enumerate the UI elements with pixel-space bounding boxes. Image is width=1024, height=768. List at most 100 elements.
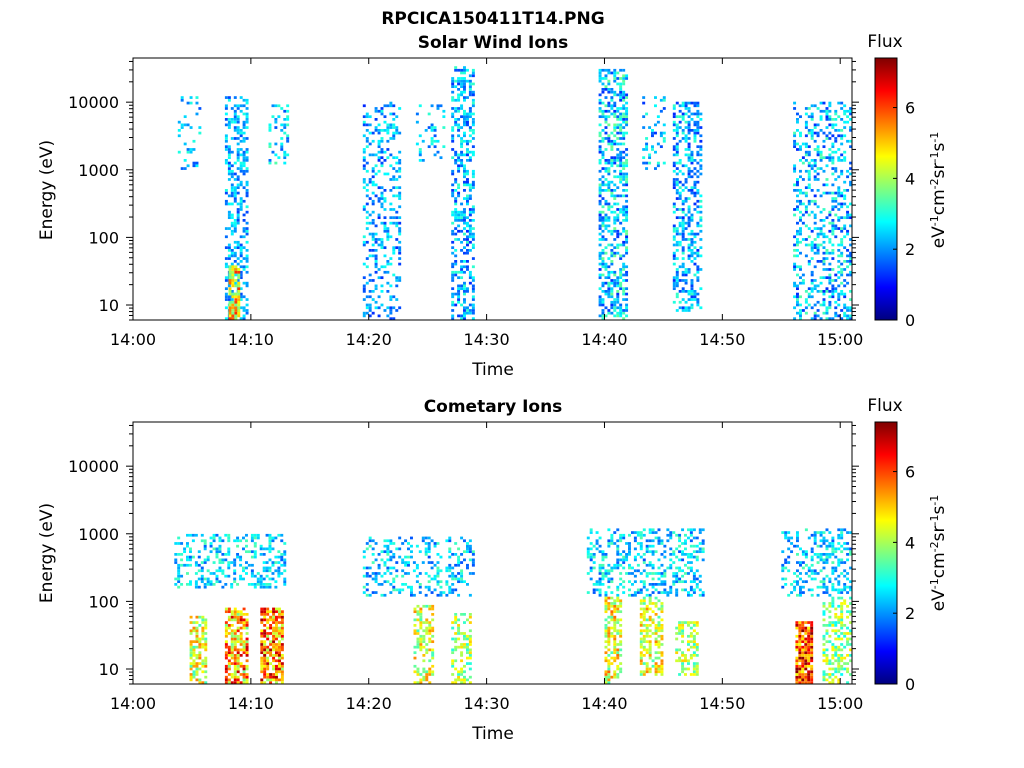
heatmap-cell [675, 637, 679, 641]
heatmap-cell [681, 654, 685, 657]
heatmap-cell [377, 197, 381, 200]
heatmap-cell [607, 542, 611, 545]
heatmap-cell [610, 634, 614, 638]
heatmap-cell [798, 648, 802, 652]
heatmap-cell [460, 561, 464, 564]
heatmap-cell [380, 284, 384, 288]
heatmap-cell [392, 295, 396, 299]
heatmap-cell [607, 569, 611, 573]
heatmap-cell [263, 640, 267, 644]
heatmap-cell [236, 613, 240, 616]
heatmap-cell [810, 137, 814, 140]
heatmap-cell [227, 624, 231, 627]
heatmap-cell [457, 645, 461, 649]
heatmap-cell [371, 553, 375, 556]
heatmap-cell [454, 208, 458, 211]
heatmap-cell [404, 561, 408, 564]
heatmap-cell [280, 656, 284, 660]
heatmap-cell [272, 648, 276, 652]
heatmap-cell [616, 300, 620, 304]
heatmap-cell [622, 585, 626, 589]
heatmap-cell [463, 183, 466, 187]
heatmap-cell [466, 238, 469, 241]
heatmap-cell [795, 626, 799, 630]
heatmap-cell [239, 555, 243, 559]
heatmap-cell [801, 580, 805, 584]
heatmap-cell [454, 645, 458, 649]
heatmap-cell [265, 574, 269, 578]
heatmap-cell [687, 169, 691, 173]
heatmap-cell [236, 681, 240, 685]
heatmap-cell [454, 667, 458, 671]
heatmap-cell [431, 634, 435, 638]
heatmap-cell [654, 536, 658, 540]
heatmap-cell [245, 240, 249, 244]
heatmap-cell [189, 101, 193, 105]
heatmap-cell [377, 131, 381, 135]
heatmap-cell [613, 281, 617, 285]
heatmap-cell [619, 131, 623, 135]
heatmap-cell [639, 662, 643, 665]
heatmap-cell [272, 634, 276, 638]
heatmap-cell [416, 637, 420, 641]
heatmap-cell [242, 131, 246, 135]
heatmap-cell [272, 654, 276, 657]
heatmap-cell [834, 637, 838, 641]
heatmap-cell [268, 142, 272, 146]
heatmap-cell [368, 593, 372, 597]
heatmap-cell [239, 243, 243, 247]
heatmap-cell [625, 120, 629, 124]
heatmap-cell [377, 314, 381, 318]
heatmap-cell [186, 164, 190, 168]
heatmap-cell [365, 295, 369, 299]
heatmap-cell [619, 129, 623, 132]
heatmap-cell [648, 629, 652, 633]
heatmap-cell [278, 610, 281, 614]
heatmap-cell [395, 547, 399, 551]
heatmap-cell [362, 298, 366, 301]
heatmap-cell [377, 572, 381, 575]
heatmap-cell [828, 262, 832, 266]
heatmap-cell [380, 191, 384, 195]
heatmap-cell [234, 298, 238, 301]
heatmap-cell [807, 569, 811, 573]
heatmap-cell [198, 126, 202, 129]
heatmap-cell [799, 309, 802, 312]
heatmap-cell [460, 553, 464, 556]
heatmap-cell [362, 550, 366, 554]
heatmap-cell [392, 246, 396, 250]
heatmap-cell [840, 172, 844, 176]
heatmap-cell [648, 602, 652, 605]
heatmap-cell [843, 180, 847, 184]
heatmap-cell [275, 659, 278, 663]
heatmap-cell [613, 109, 617, 113]
heatmap-cell [280, 681, 284, 685]
heatmap-cell [822, 276, 826, 280]
heatmap-cell [227, 257, 231, 260]
heatmap-cell [275, 607, 278, 611]
heatmap-cell [227, 216, 231, 220]
heatmap-cell [619, 180, 623, 184]
heatmap-cell [692, 588, 696, 592]
heatmap-cell [206, 583, 210, 586]
heatmap-cell [242, 120, 246, 124]
heatmap-cell [795, 681, 799, 685]
heatmap-cell [242, 161, 246, 165]
heatmap-cell [466, 268, 469, 271]
heatmap-cell [471, 317, 475, 321]
heatmap-cell [604, 120, 608, 124]
heatmap-cell [471, 208, 475, 211]
heatmap-cell [380, 221, 384, 225]
heatmap-cell [234, 314, 238, 318]
heatmap-cell [233, 96, 237, 99]
heatmap-cell [272, 678, 276, 682]
heatmap-cell [183, 563, 187, 567]
heatmap-cell [266, 673, 270, 676]
heatmap-cell [613, 134, 617, 138]
heatmap-cell [804, 659, 808, 663]
heatmap-cell [642, 615, 646, 619]
heatmap-cell [657, 577, 661, 581]
heatmap-cell [262, 553, 266, 556]
heatmap-cell [263, 664, 267, 668]
heatmap-cell [837, 189, 841, 192]
